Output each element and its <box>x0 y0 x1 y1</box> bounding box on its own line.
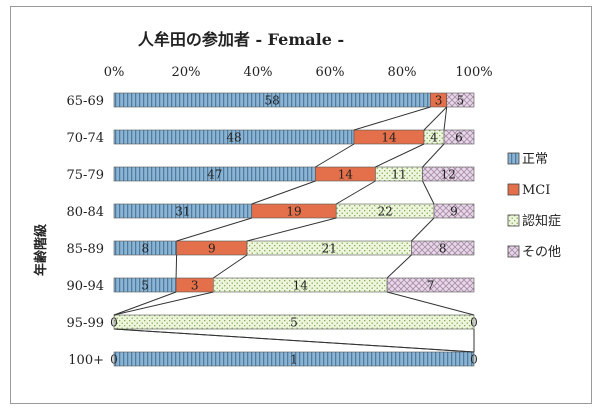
series-line <box>443 106 448 131</box>
data-label: 6 <box>455 131 463 145</box>
data-label: 1 <box>290 353 298 367</box>
y-tick-label: 85-89 <box>67 242 104 257</box>
series-line <box>213 254 248 279</box>
chart-title: 人牟田の参加者 - Female - <box>138 30 344 49</box>
data-label: 8 <box>439 242 447 256</box>
bar-segment <box>443 129 475 145</box>
data-label: 9 <box>450 205 458 219</box>
x-tick-label: 80% <box>388 65 417 80</box>
data-label: 14 <box>293 279 309 293</box>
data-label: 8 <box>141 242 149 256</box>
data-label: 3 <box>191 279 199 293</box>
chart-frame: 人牟田の参加者 - Female - 0% 20% 40% 60% 80% 100% 年齢… <box>10 6 592 404</box>
data-label: 0 <box>470 316 478 330</box>
data-label: 3 <box>435 94 443 108</box>
bar-segment <box>433 203 475 219</box>
series-lines <box>113 106 475 353</box>
data-label: 14 <box>381 131 397 145</box>
x-tick-label: 0% <box>104 65 125 80</box>
y-tick-label: 80-84 <box>67 205 104 220</box>
x-tick-label: 60% <box>316 65 345 80</box>
series-line <box>246 217 337 242</box>
series-line <box>375 143 425 168</box>
bar-segment <box>386 277 475 293</box>
x-tick-label: 20% <box>172 65 201 80</box>
bar-segment <box>113 314 475 330</box>
series-line <box>353 106 431 131</box>
y-tick-label: 75-79 <box>67 168 104 183</box>
legend-swatch <box>507 183 520 196</box>
data-label: 14 <box>338 168 354 182</box>
data-label: 5 <box>457 94 465 108</box>
series-line <box>386 291 475 316</box>
legend-label: 認知症 <box>522 213 561 229</box>
series-line <box>113 328 475 353</box>
data-label: 58 <box>265 94 280 108</box>
series-line <box>251 180 316 205</box>
x-axis-ticks: 0% 20% 40% 60% 80% 100% <box>104 65 493 80</box>
series-line <box>422 143 445 168</box>
series-line <box>175 254 178 279</box>
legend-label: その他 <box>522 245 561 260</box>
data-label: 0 <box>110 353 118 367</box>
x-tick-label: 40% <box>244 65 273 80</box>
bar-segment <box>422 166 475 182</box>
data-label: 22 <box>377 205 392 219</box>
series-line <box>411 217 435 242</box>
data-label: 7 <box>427 279 435 293</box>
legend-swatch <box>507 245 520 258</box>
series-line <box>176 217 252 242</box>
data-label: 47 <box>207 168 222 182</box>
legend-label: 正常 <box>522 152 548 167</box>
data-label: 19 <box>286 205 301 219</box>
y-tick-label: 95-99 <box>67 316 104 331</box>
legend-swatch <box>507 152 520 165</box>
bar-segment <box>446 92 475 108</box>
series-line <box>335 180 376 205</box>
data-label: 21 <box>322 242 337 256</box>
series-line <box>386 254 412 279</box>
legend-label: MCI <box>522 183 550 198</box>
data-label: 48 <box>226 131 241 145</box>
series-line <box>315 143 355 168</box>
legend-swatch <box>507 214 520 227</box>
y-axis-ticks: 65-69 70-74 75-79 80-84 85-89 90-94 95-99 100+ <box>67 94 104 368</box>
y-tick-label: 90-94 <box>67 279 104 294</box>
x-tick-label: 100% <box>455 65 492 80</box>
data-label: 12 <box>441 168 456 182</box>
bar-segment <box>411 240 475 256</box>
series-line <box>422 180 435 205</box>
y-tick-label: 70-74 <box>67 131 104 146</box>
stacked-bar-chart: 人牟田の参加者 - Female - 0% 20% 40% 60% 80% 100% 年齢… <box>33 30 561 368</box>
bar-segments <box>113 92 475 367</box>
data-label: 4 <box>430 131 438 145</box>
data-label: 11 <box>391 168 406 182</box>
data-label: 5 <box>290 316 298 330</box>
y-axis-title: 年齢階級 <box>33 224 49 276</box>
data-label: 5 <box>141 279 149 293</box>
bar-segment <box>113 351 475 367</box>
y-tick-label: 100+ <box>68 353 104 368</box>
data-label: 0 <box>110 316 118 330</box>
series-line <box>113 291 214 316</box>
series-line <box>113 291 177 316</box>
data-label: 0 <box>470 353 478 367</box>
series-line <box>423 106 448 131</box>
data-label: 31 <box>175 205 190 219</box>
y-tick-label: 65-69 <box>67 94 104 109</box>
data-label: 9 <box>208 242 216 256</box>
